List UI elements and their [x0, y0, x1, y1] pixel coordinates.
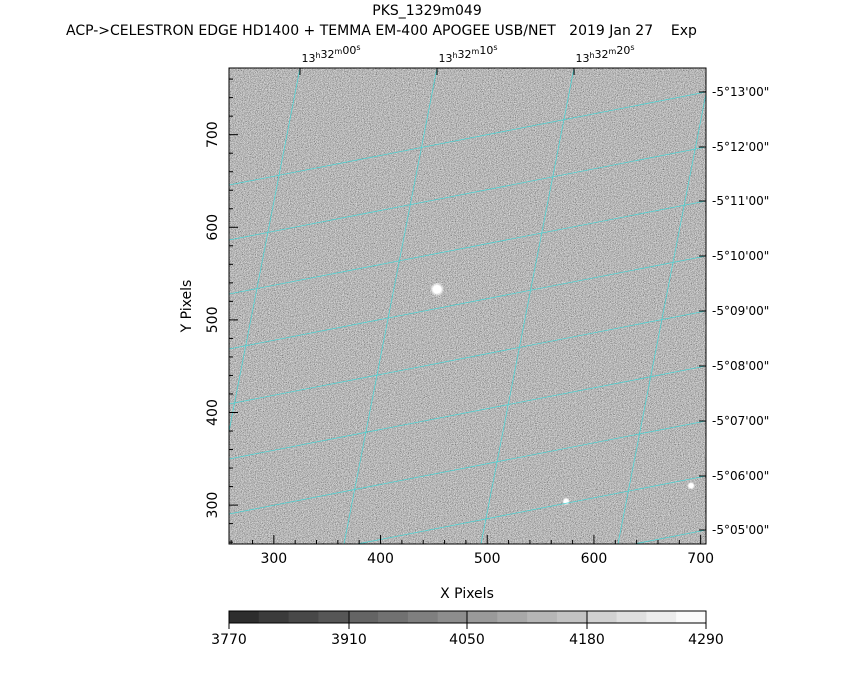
- y-axis-label: Y Pixels: [179, 280, 195, 334]
- y-tick-label: 600: [205, 214, 221, 241]
- dec-tick-label: -5°09'00": [712, 304, 769, 318]
- image-frame: [228, 67, 707, 545]
- image-subtitle: ACP->CELESTRON EDGE HD1400 + TEMMA EM-40…: [66, 23, 697, 39]
- colorbar-swatch: [258, 611, 290, 623]
- dec-tick-label: -5°12'00": [712, 140, 769, 154]
- colorbar-labels: 3770 3910 4050 4180 4290: [211, 611, 724, 648]
- ra-grid-line: [617, 91, 706, 544]
- colorbar-swatch: [378, 611, 409, 623]
- colorbar-swatch: [676, 611, 707, 623]
- colorbar-swatch: [229, 611, 260, 623]
- ra-tick-label: 13h32m20s: [575, 43, 634, 65]
- colorbar-label: 4180: [569, 632, 605, 648]
- y-tick-label: 400: [205, 399, 221, 426]
- colorbar-swatch: [407, 611, 439, 623]
- x-axis-label: X Pixels: [440, 586, 494, 602]
- dec-grid-line: [229, 310, 706, 405]
- colorbar-label: 3910: [331, 632, 367, 648]
- image-noise: [229, 68, 706, 544]
- coordinate-grid: [67, 68, 706, 544]
- colorbar-swatch: [556, 611, 588, 623]
- image-panel: [67, 67, 753, 545]
- x-tick-label: 600: [581, 551, 608, 567]
- ra-axis: 13h32m00s 13h32m10s 13h32m20s: [299, 43, 635, 75]
- star-source: [430, 282, 445, 297]
- colorbar-swatch: [646, 611, 677, 623]
- y-axis: 300 400 500 600 700: [205, 78, 238, 543]
- dec-tick-label: -5°08'00": [712, 359, 769, 373]
- colorbar-label: 4050: [449, 632, 485, 648]
- x-tick-label: 400: [367, 551, 394, 567]
- dec-tick-label: -5°06'00": [712, 469, 769, 483]
- y-tick-label: 700: [205, 121, 221, 148]
- dec-tick-label: -5°10'00": [712, 249, 769, 263]
- dec-grid-line: [229, 200, 706, 295]
- dec-tick-label: -5°13'00": [712, 85, 769, 99]
- star-source: [737, 338, 753, 354]
- ra-grid-line: [480, 68, 575, 544]
- colorbar-swatches: [229, 611, 707, 623]
- ra-tick-label: 13h32m10s: [438, 43, 497, 65]
- ra-tick-label: 13h32m00s: [301, 43, 360, 65]
- dec-grid-line: [229, 255, 706, 350]
- dec-tick-label: -5°11'00": [712, 194, 769, 208]
- colorbar-label: 4290: [688, 632, 724, 648]
- colorbar-swatch: [467, 611, 498, 623]
- colorbar-swatch: [527, 611, 558, 623]
- star-source: [687, 481, 696, 490]
- x-tick-label: 300: [260, 551, 287, 567]
- colorbar: 3770 3910 4050 4180 4290: [211, 610, 724, 648]
- colorbar-swatch: [586, 611, 618, 623]
- dec-grid-line: [229, 146, 706, 241]
- image-title: PKS_1329m049: [372, 3, 482, 19]
- colorbar-label: 3770: [211, 632, 247, 648]
- colorbar-swatch: [348, 611, 379, 623]
- y-tick-label: 500: [205, 307, 221, 334]
- colorbar-swatch: [616, 611, 647, 623]
- x-tick-label: 500: [474, 551, 501, 567]
- x-tick-label: 700: [687, 551, 714, 567]
- colorbar-swatch: [288, 611, 319, 623]
- dec-grid-line: [229, 91, 706, 186]
- dec-grid-line: [229, 365, 706, 460]
- y-tick-label: 300: [205, 492, 221, 519]
- x-axis: 300 400 500 600 700: [230, 535, 714, 567]
- colorbar-swatch: [318, 611, 349, 623]
- dec-grid-line: [355, 475, 706, 544]
- dec-grid-line: [229, 420, 706, 515]
- ra-grid-line: [229, 68, 301, 434]
- dec-tick-label: -5°07'00": [712, 414, 769, 428]
- ra-grid-line: [67, 68, 160, 544]
- dec-tick-label: -5°05'00": [712, 523, 769, 537]
- colorbar-swatch: [497, 611, 528, 623]
- dec-axis: -5°13'00" -5°12'00" -5°11'00" -5°10'00" -5°0…: [699, 85, 769, 537]
- colorbar-swatch: [437, 611, 468, 623]
